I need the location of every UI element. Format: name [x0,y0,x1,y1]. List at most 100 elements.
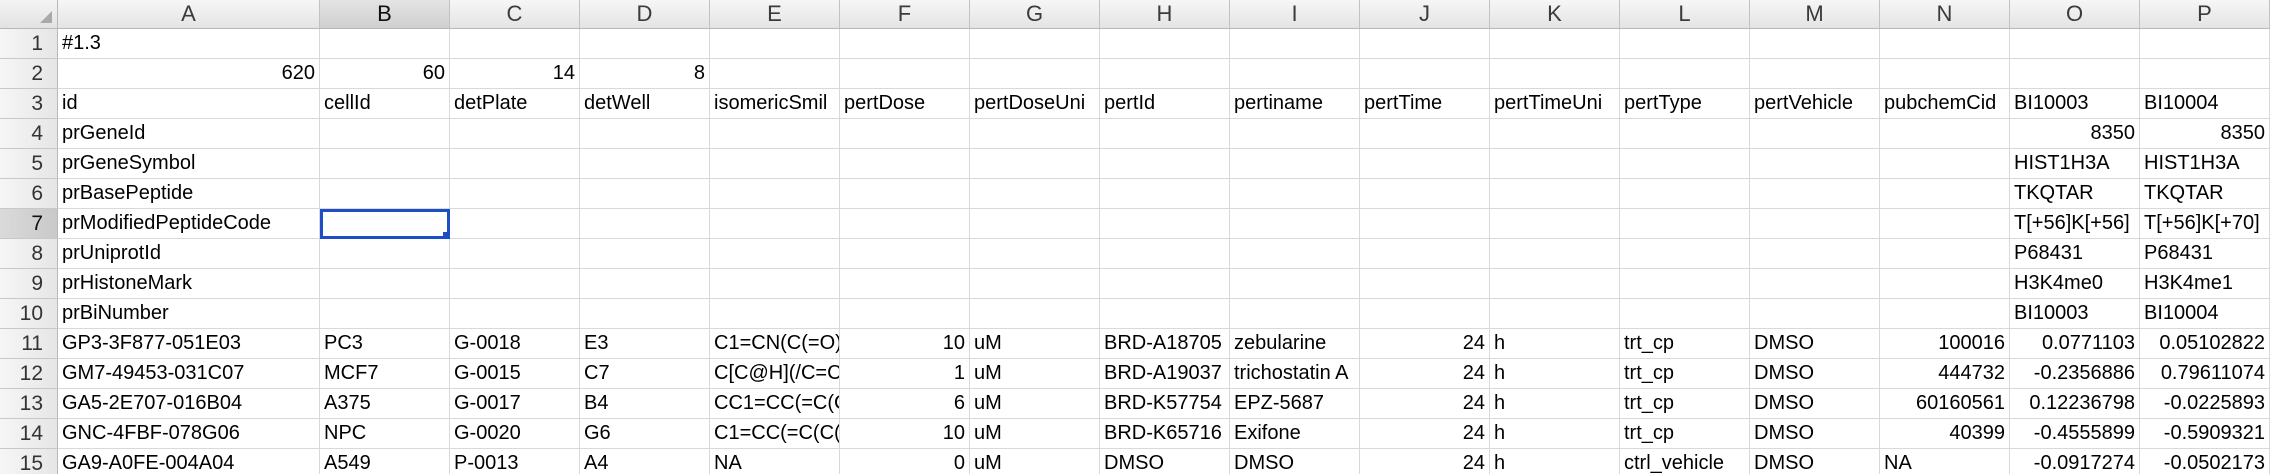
cell-o11[interactable]: 0.0771103 [2010,329,2140,359]
cell-l5[interactable] [1620,149,1750,179]
cell-m14[interactable]: DMSO [1750,419,1880,449]
cell-i7[interactable] [1230,209,1360,239]
cell-g9[interactable] [970,269,1100,299]
cell-j6[interactable] [1360,179,1490,209]
cell-e2[interactable] [710,59,840,89]
cell-p9[interactable]: H3K4me1 [2140,269,2270,299]
cell-m7[interactable] [1750,209,1880,239]
cell-o9[interactable]: H3K4me0 [2010,269,2140,299]
cell-a12[interactable]: GM7-49453-031C07 [58,359,320,389]
cell-e11[interactable]: C1=CN(C(=O) [710,329,840,359]
cell-g1[interactable] [970,29,1100,59]
column-header-a[interactable]: A [58,0,320,29]
row-header-8[interactable]: 8 [0,239,58,269]
cell-n8[interactable] [1880,239,2010,269]
row-header-6[interactable]: 6 [0,179,58,209]
cell-b10[interactable] [320,299,450,329]
cell-c1[interactable] [450,29,580,59]
cell-i13[interactable]: EPZ-5687 [1230,389,1360,419]
cell-d8[interactable] [580,239,710,269]
cell-j15[interactable]: 24 [1360,449,1490,474]
cell-n11[interactable]: 100016 [1880,329,2010,359]
cell-p5[interactable]: HIST1H3A [2140,149,2270,179]
cell-i2[interactable] [1230,59,1360,89]
cell-m8[interactable] [1750,239,1880,269]
cell-c12[interactable]: G-0015 [450,359,580,389]
cell-c4[interactable] [450,119,580,149]
cell-c3[interactable]: detPlate [450,89,580,119]
cell-i9[interactable] [1230,269,1360,299]
column-header-j[interactable]: J [1360,0,1490,29]
cell-l10[interactable] [1620,299,1750,329]
cell-n12[interactable]: 444732 [1880,359,2010,389]
cell-d5[interactable] [580,149,710,179]
cell-i10[interactable] [1230,299,1360,329]
column-header-i[interactable]: I [1230,0,1360,29]
cell-m10[interactable] [1750,299,1880,329]
cell-f2[interactable] [840,59,970,89]
cell-f6[interactable] [840,179,970,209]
cell-a8[interactable]: prUniprotId [58,239,320,269]
cell-l7[interactable] [1620,209,1750,239]
cell-l1[interactable] [1620,29,1750,59]
cell-k1[interactable] [1490,29,1620,59]
cell-f5[interactable] [840,149,970,179]
cell-n10[interactable] [1880,299,2010,329]
cell-b4[interactable] [320,119,450,149]
cell-p4[interactable]: 8350 [2140,119,2270,149]
cell-h8[interactable] [1100,239,1230,269]
cell-a10[interactable]: prBiNumber [58,299,320,329]
cell-p3[interactable]: BI10004 [2140,89,2270,119]
cell-a9[interactable]: prHistoneMark [58,269,320,299]
cell-e1[interactable] [710,29,840,59]
cell-a13[interactable]: GA5-2E707-016B04 [58,389,320,419]
cell-f15[interactable]: 0 [840,449,970,474]
cell-a6[interactable]: prBasePeptide [58,179,320,209]
cell-j8[interactable] [1360,239,1490,269]
cell-f13[interactable]: 6 [840,389,970,419]
cell-b7[interactable] [320,209,450,239]
cell-h7[interactable] [1100,209,1230,239]
row-header-10[interactable]: 10 [0,299,58,329]
cell-f12[interactable]: 1 [840,359,970,389]
row-header-3[interactable]: 3 [0,89,58,119]
cell-k10[interactable] [1490,299,1620,329]
cell-l14[interactable]: trt_cp [1620,419,1750,449]
cell-o1[interactable] [2010,29,2140,59]
cell-p12[interactable]: 0.79611074 [2140,359,2270,389]
cell-h12[interactable]: BRD-A19037 [1100,359,1230,389]
cell-f10[interactable] [840,299,970,329]
cell-l4[interactable] [1620,119,1750,149]
cell-b8[interactable] [320,239,450,269]
cell-l8[interactable] [1620,239,1750,269]
column-header-b[interactable]: B [320,0,450,29]
cell-h11[interactable]: BRD-A18705 [1100,329,1230,359]
cell-g3[interactable]: pertDoseUni [970,89,1100,119]
cell-o6[interactable]: TKQTAR [2010,179,2140,209]
column-header-l[interactable]: L [1620,0,1750,29]
cell-l15[interactable]: ctrl_vehicle [1620,449,1750,474]
column-header-o[interactable]: O [2010,0,2140,29]
cell-a7[interactable]: prModifiedPeptideCode [58,209,320,239]
cell-g7[interactable] [970,209,1100,239]
cell-c15[interactable]: P-0013 [450,449,580,474]
cell-k6[interactable] [1490,179,1620,209]
cell-o7[interactable]: T[+56]K[+56] [2010,209,2140,239]
cell-o10[interactable]: BI10003 [2010,299,2140,329]
cell-j9[interactable] [1360,269,1490,299]
select-all-corner[interactable] [0,0,58,29]
cell-d7[interactable] [580,209,710,239]
column-header-p[interactable]: P [2140,0,2270,29]
cell-l3[interactable]: pertType [1620,89,1750,119]
cell-o14[interactable]: -0.4555899 [2010,419,2140,449]
cell-b6[interactable] [320,179,450,209]
cell-l2[interactable] [1620,59,1750,89]
cell-c6[interactable] [450,179,580,209]
cell-b1[interactable] [320,29,450,59]
column-header-g[interactable]: G [970,0,1100,29]
cell-d15[interactable]: A4 [580,449,710,474]
cell-e3[interactable]: isomericSmil [710,89,840,119]
cell-h13[interactable]: BRD-K57754 [1100,389,1230,419]
cell-a11[interactable]: GP3-3F877-051E03 [58,329,320,359]
cell-k14[interactable]: h [1490,419,1620,449]
